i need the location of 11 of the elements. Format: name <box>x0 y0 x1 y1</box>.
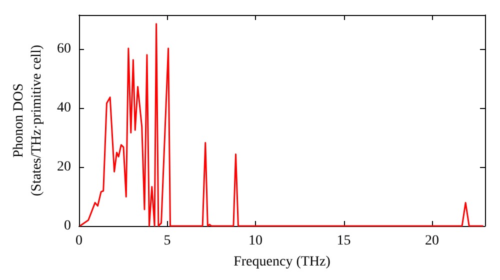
x-tick-label: 20 <box>425 234 440 248</box>
y-tick-label: 60 <box>57 41 71 56</box>
x-tick-label: 15 <box>336 234 351 248</box>
x-tick-label: 5 <box>164 234 171 248</box>
y-tick-label: 0 <box>64 218 71 234</box>
y-tick-label: 20 <box>57 159 71 174</box>
x-tick-label: 10 <box>248 234 263 248</box>
x-tick-label: 0 <box>76 234 82 248</box>
y-axis-title: Phonon DOS (States/THz·primitive cell) <box>12 44 44 196</box>
y-tick-label: 40 <box>57 100 71 116</box>
x-axis-title: Frequency (THz) <box>234 254 331 270</box>
